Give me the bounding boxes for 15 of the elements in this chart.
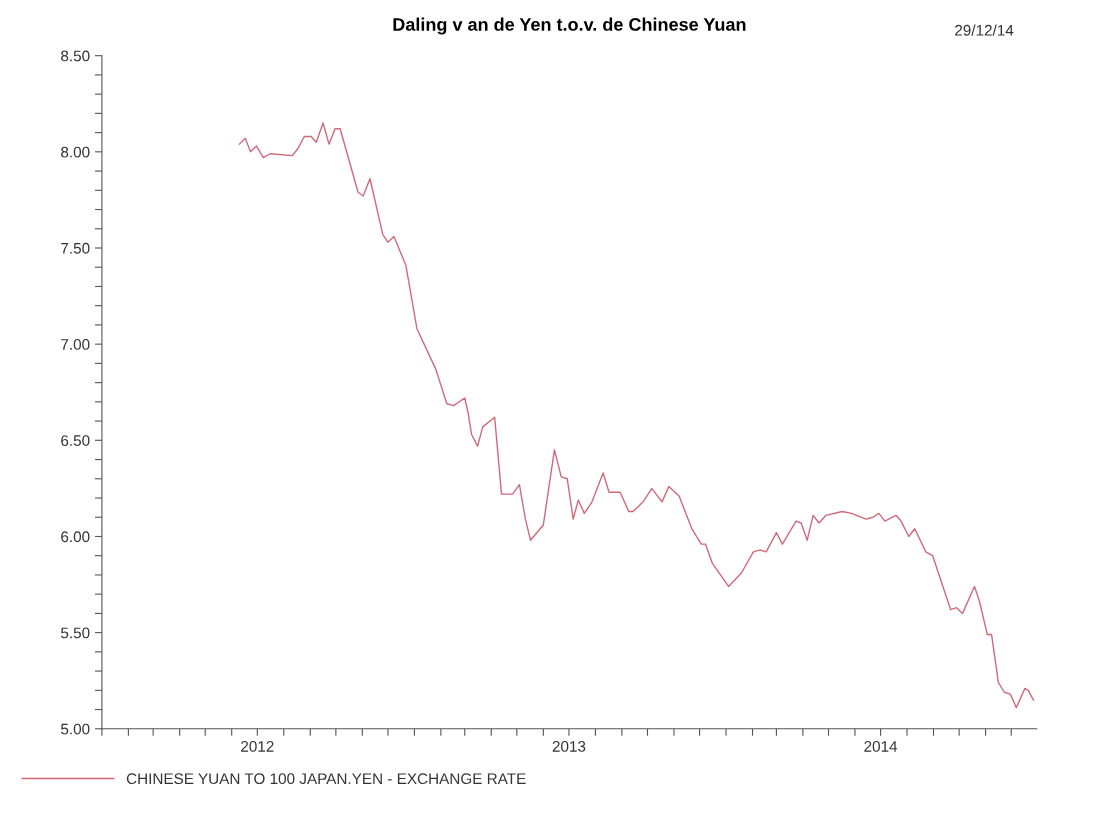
text: CHINESE YUAN TO 100 JAPAN.YEN - EXCHANGE RATE bbox=[126, 773, 526, 785]
chart-title: Daling v an de Yen t.o.v. de Chinese Yuan bbox=[393, 17, 746, 35]
y-tick-label: 5.00 bbox=[61, 723, 90, 735]
y-tick-label: 6.00 bbox=[61, 531, 90, 543]
x-tick-label: 2012 bbox=[241, 741, 274, 752]
x-tick-label: 2014 bbox=[864, 741, 898, 752]
line-series bbox=[238, 122, 1035, 709]
text: 29/12/14 bbox=[955, 24, 1014, 36]
y-tick-label: 7.50 bbox=[61, 242, 90, 254]
y-tick-label: 6.50 bbox=[61, 435, 90, 446]
y-tick-label: 5.50 bbox=[61, 627, 90, 639]
y-tick-label: 8.50 bbox=[61, 50, 90, 62]
y-tick-label: 7.00 bbox=[61, 339, 90, 350]
y-tick-label: 8.00 bbox=[61, 146, 90, 158]
x-tick-label: 2013 bbox=[552, 741, 586, 752]
